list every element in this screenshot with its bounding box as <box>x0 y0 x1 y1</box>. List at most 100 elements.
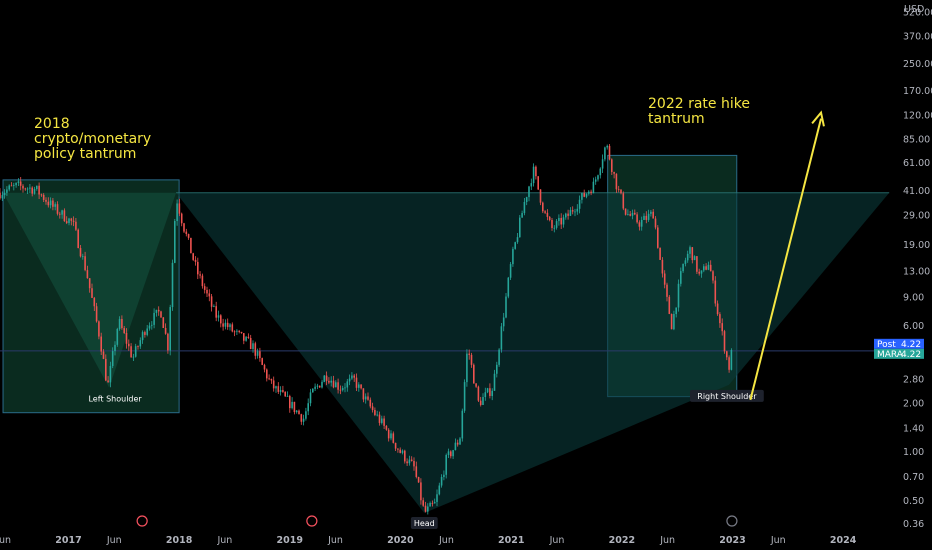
candle-body <box>82 256 84 258</box>
candle-body <box>217 315 220 318</box>
candle-body <box>266 369 268 379</box>
candle-body <box>226 322 229 328</box>
candle-body <box>684 260 687 264</box>
candle-body <box>256 351 259 356</box>
candle-body <box>118 319 121 329</box>
candle-body <box>689 247 691 254</box>
candle-body <box>332 380 335 388</box>
candle-body <box>622 193 625 209</box>
dividend-icon <box>136 515 148 527</box>
candle-body <box>712 271 714 281</box>
candle-body <box>134 346 137 357</box>
candle-body <box>360 384 362 389</box>
candle-body <box>1 195 4 199</box>
price-axis-bg <box>898 0 932 550</box>
candle-body <box>431 502 434 504</box>
candle-body <box>620 189 622 194</box>
x-tick-label: 2024 <box>830 535 857 546</box>
candle-body <box>378 414 381 423</box>
candle-body <box>592 181 595 194</box>
candle-body <box>709 264 712 272</box>
candle-body <box>206 289 208 294</box>
candle-body <box>496 364 498 374</box>
candle-body <box>535 166 537 177</box>
candle-body <box>236 330 238 332</box>
candle-body <box>341 388 344 391</box>
candle-body <box>424 505 427 512</box>
time-axis[interactable]: Jun 2017 Jun 2018 Jun 2019 Jun 2020 Jun 2021 Jun 20… <box>0 530 932 550</box>
candle-body <box>399 449 401 453</box>
candle-body <box>491 390 493 397</box>
candle-body <box>470 354 473 365</box>
x-tick-label: Jun <box>327 535 343 546</box>
candle-body <box>657 227 659 248</box>
candle-body <box>6 189 8 193</box>
candle-body <box>675 307 677 315</box>
candle-body <box>169 307 171 351</box>
candle-body <box>429 502 431 507</box>
candle-body <box>105 358 107 381</box>
candle-body <box>190 237 192 254</box>
candle-body <box>551 219 553 229</box>
candle-body <box>210 296 213 307</box>
candle-body <box>65 221 68 223</box>
candle-body <box>726 351 728 358</box>
candle-body <box>125 333 128 344</box>
candle-body <box>450 451 452 457</box>
candle-body <box>247 336 250 338</box>
candle-body <box>24 188 27 190</box>
candle-body <box>461 410 464 439</box>
candle-body <box>277 386 280 392</box>
candle-body <box>49 200 52 206</box>
candle-body <box>652 211 654 219</box>
candle-body <box>645 215 648 220</box>
candle-body <box>346 381 349 388</box>
candle-body <box>351 375 353 379</box>
x-tick-label: Jun <box>438 535 454 546</box>
candle-body <box>61 210 63 215</box>
candle-body <box>728 357 730 370</box>
candle-body <box>70 218 73 221</box>
candle-body <box>121 319 123 329</box>
annotation-line: 2022 rate hike <box>648 96 750 112</box>
candle-body <box>107 380 109 383</box>
candle-body <box>519 217 521 238</box>
candle-body <box>295 410 298 413</box>
candle-body <box>229 324 231 328</box>
y-tick-label: 520.00 <box>903 7 932 18</box>
candle-body <box>721 323 723 332</box>
candle-body <box>19 181 22 186</box>
candle-body <box>420 482 422 501</box>
earnings-icon <box>726 515 738 527</box>
candle-body <box>88 278 91 289</box>
y-tick-label: 1.40 <box>903 423 924 434</box>
candle-body <box>661 259 664 274</box>
candle-body <box>583 193 585 197</box>
candle-body <box>477 386 480 401</box>
candle-body <box>381 418 383 423</box>
candle-body <box>433 501 436 504</box>
candle-body <box>13 185 15 186</box>
candle-body <box>659 247 661 260</box>
candle-body <box>383 418 385 426</box>
candle-body <box>427 506 429 512</box>
candle-body <box>473 364 475 384</box>
y-tick-label: 61.00 <box>903 158 930 169</box>
x-tick-label: Jun <box>549 535 565 546</box>
badge-value-bg <box>898 348 924 359</box>
candle-body <box>26 188 29 190</box>
candle-body <box>144 332 146 335</box>
candle-body <box>369 399 372 407</box>
y-tick-label: 6.00 <box>903 321 924 332</box>
candle-body <box>459 438 461 445</box>
candle-body <box>640 219 643 227</box>
candle-body <box>3 192 6 196</box>
candle-body <box>666 284 668 297</box>
x-tick-label: 2018 <box>166 535 193 546</box>
y-tick-label: 2.00 <box>903 398 924 409</box>
candle-body <box>95 306 98 322</box>
candle-body <box>10 185 13 187</box>
